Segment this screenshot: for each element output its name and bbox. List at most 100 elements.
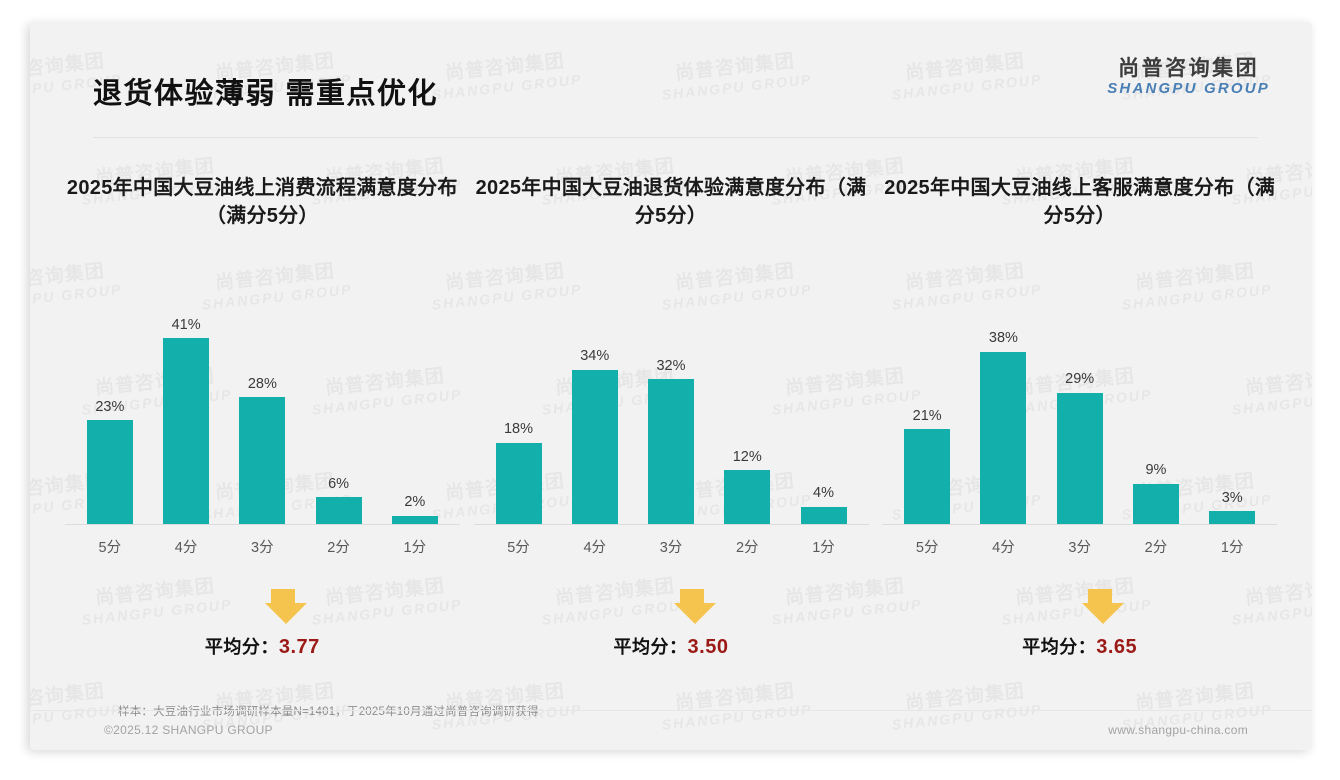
x-axis-line [882, 523, 1278, 525]
bar-rect[interactable] [800, 506, 847, 525]
chart-title: 2025年中国大豆油线上客服满意度分布（满分5分） [884, 177, 1276, 228]
x-axis-tick-label: 5分 [915, 539, 939, 556]
header-divider [93, 137, 1258, 138]
bar-rect[interactable] [495, 442, 542, 525]
bar-column[interactable]: 29% [1043, 295, 1117, 525]
bar-rect[interactable] [1209, 511, 1256, 525]
x-axis-tick-label: 5分 [98, 539, 122, 556]
average-score-block: 平均分：3.65 [882, 588, 1277, 671]
bar-value-label: 4% [813, 485, 834, 502]
bar-rect[interactable] [1132, 483, 1179, 525]
average-score-row: 平均分：3.65 [882, 633, 1277, 659]
bar-rect[interactable] [980, 351, 1027, 525]
bar-column[interactable]: 2% [378, 295, 452, 525]
x-axis-labels: 5分 4分 3分 2分 1分 [474, 536, 869, 557]
bar-column[interactable]: 3% [1195, 295, 1269, 525]
x-axis-labels: 5分 4分 3分 2分 1分 [65, 536, 460, 557]
footnote: 样本：大豆油行业市场调研样本量N=1401，于2025年10月通过尚普咨询调研获… [118, 706, 539, 718]
average-score-block: 平均分：3.50 [474, 588, 869, 671]
bar-rect[interactable] [904, 429, 951, 525]
bar-rect[interactable] [391, 515, 438, 525]
page-title: 退货体验薄弱 需重点优化 [93, 78, 439, 110]
average-score-value: 3.77 [278, 635, 320, 658]
bar-value-label: 23% [95, 398, 125, 415]
plot-area: 18% 34% 32% 12% 4% [473, 295, 869, 525]
bar-rect[interactable] [315, 497, 362, 525]
down-arrow-icon [263, 588, 309, 625]
bar-column[interactable]: 21% [890, 295, 964, 525]
bar-value-label: 38% [988, 330, 1018, 347]
x-axis-tick-label: 1分 [812, 539, 835, 556]
x-axis-line [473, 523, 869, 525]
x-axis-tick-label: 2分 [327, 539, 350, 556]
bar-value-label: 32% [656, 357, 686, 374]
bar-value-label: 18% [503, 421, 534, 438]
bar-column[interactable]: 12% [710, 295, 784, 525]
x-axis-tick-label: 4分 [174, 539, 198, 556]
bar-value-label: 9% [1145, 462, 1167, 479]
slide-header: 退货体验薄弱 需重点优化 尚普咨询集团 SHANGPU GROUP [30, 22, 1312, 114]
x-axis-tick-label: 4分 [992, 539, 1015, 556]
bar-column[interactable]: 34% [558, 295, 632, 525]
chart-title: 2025年中国大豆油退货体验满意度分布（满分5分） [475, 177, 867, 228]
chart-panel-1: 2025年中国大豆油线上消费流程满意度分布（满分5分） 23% 41% 28% 6% 2%… [58, 174, 467, 674]
bar-column[interactable]: 32% [634, 295, 708, 525]
bar-column[interactable]: 6% [302, 295, 376, 525]
charts-row: 2025年中国大豆油线上消费流程满意度分布（满分5分） 23% 41% 28% 6% 2%… [58, 174, 1284, 674]
bar-rect[interactable] [571, 369, 618, 525]
bar-rect[interactable] [86, 420, 133, 525]
average-score-label: 平均分： [204, 636, 279, 657]
chart-title: 2025年中国大豆油线上消费流程满意度分布（满分5分） [66, 177, 458, 228]
plot-area: 23% 41% 28% 6% 2% [64, 295, 460, 525]
bar-column[interactable]: 38% [966, 295, 1040, 525]
x-axis-labels: 5分 4分 3分 2分 1分 [882, 536, 1277, 557]
x-axis-tick-label: 2分 [735, 539, 759, 556]
footer-copyright: ©2025.12 SHANGPU GROUP [104, 723, 273, 737]
bar-column[interactable]: 18% [482, 295, 556, 525]
bar-group: 21% 38% 29% 9% 3% [882, 295, 1277, 525]
bar-column[interactable]: 23% [73, 295, 147, 525]
bar-value-label: 2% [404, 494, 426, 511]
average-score-label: 平均分： [1022, 636, 1097, 657]
average-score-value: 3.50 [687, 635, 729, 658]
bar-rect[interactable] [1056, 392, 1103, 525]
x-axis-tick-label: 3分 [251, 539, 274, 556]
bar-column[interactable]: 9% [1119, 295, 1193, 525]
bar-value-label: 6% [328, 475, 350, 492]
footer-website[interactable]: www.shangpu-china.com [1108, 723, 1248, 737]
average-score-value: 3.65 [1096, 635, 1138, 658]
bar-rect[interactable] [648, 379, 694, 525]
bar-rect[interactable] [239, 397, 286, 525]
brand-logo-cn: 尚普咨询集团 [1118, 57, 1260, 80]
x-axis-tick-label: 1分 [403, 539, 427, 556]
bar-rect[interactable] [163, 338, 210, 525]
bar-value-label: 29% [1065, 371, 1095, 388]
x-axis-tick-label: 2分 [1144, 539, 1168, 556]
x-axis-tick-label: 4分 [583, 539, 607, 556]
average-score-row: 平均分：3.50 [474, 633, 869, 659]
x-axis-tick-label: 5分 [507, 539, 530, 556]
footer-bar: ©2025.12 SHANGPU GROUP www.shangpu-china… [30, 710, 1312, 750]
plot-area: 21% 38% 29% 9% 3% [882, 295, 1278, 525]
down-arrow-icon [1080, 588, 1126, 625]
brand-logo-en: SHANGPU GROUP [1107, 79, 1270, 97]
x-axis-tick-label: 3分 [1068, 539, 1091, 556]
bar-value-label: 3% [1221, 489, 1243, 506]
chart-panel-3: 2025年中国大豆油线上客服满意度分布（满分5分） 21% 38% 29% 9% 3% 5分… [875, 174, 1284, 674]
bar-column[interactable]: 28% [225, 295, 299, 525]
bar-group: 18% 34% 32% 12% 4% [474, 295, 869, 525]
down-arrow-icon [672, 588, 718, 625]
bar-group: 23% 41% 28% 6% 2% [65, 295, 460, 525]
bar-column[interactable]: 4% [787, 295, 861, 525]
bar-value-label: 28% [247, 375, 277, 392]
bar-value-label: 21% [912, 407, 942, 424]
bar-rect[interactable] [724, 470, 771, 525]
x-axis-tick-label: 1分 [1220, 539, 1244, 556]
bar-column[interactable]: 41% [149, 295, 223, 525]
average-score-label: 平均分： [613, 636, 688, 657]
bar-value-label: 41% [171, 316, 201, 333]
bar-value-label: 34% [580, 348, 610, 365]
average-score-row: 平均分：3.77 [65, 633, 460, 659]
average-score-block: 平均分：3.77 [65, 588, 460, 671]
